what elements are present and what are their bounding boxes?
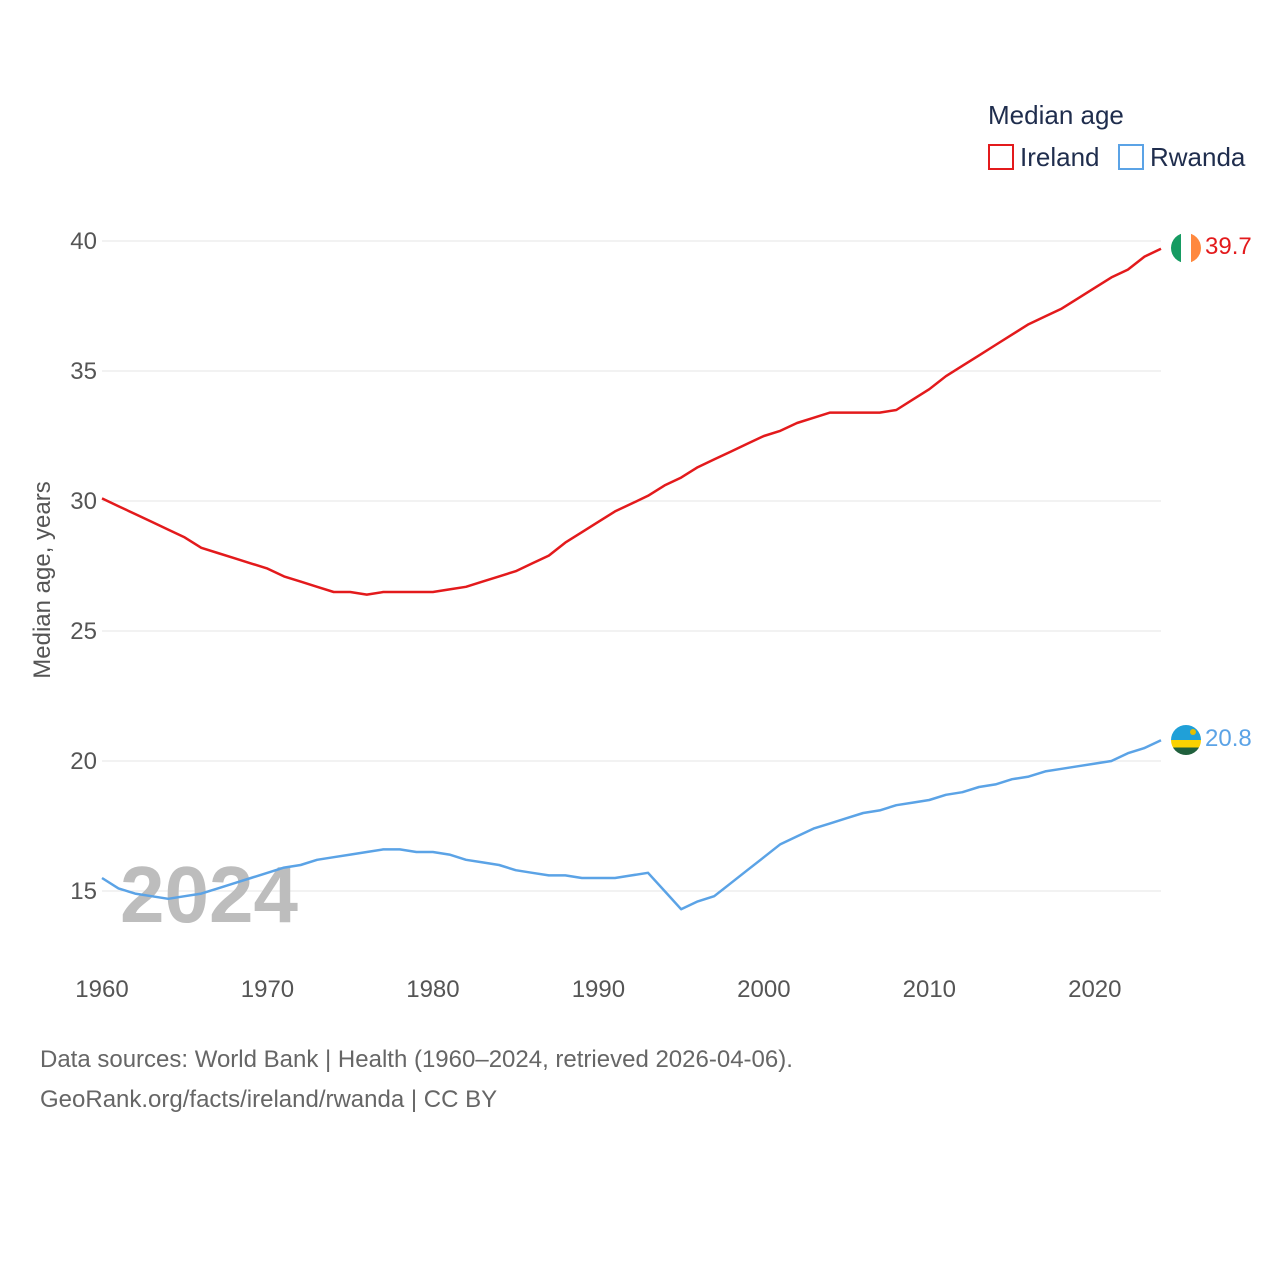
y-axis: 15 20 25 30 35 40 (70, 228, 97, 905)
end-value-label-rwanda: 20.8 (1205, 725, 1252, 752)
legend-swatch-ireland (988, 144, 1014, 170)
x-tick-label: 1970 (241, 976, 294, 1003)
x-tick-label: 2000 (737, 976, 790, 1003)
x-tick-label: 1960 (75, 976, 128, 1003)
y-tick-label: 40 (70, 228, 97, 255)
year-overlay: 2024 (120, 850, 298, 939)
y-tick-label: 35 (70, 358, 97, 385)
x-tick-label: 1980 (406, 976, 459, 1003)
y-tick-label: 25 (70, 618, 97, 645)
source-note: Data sources: World Bank | Health (1960–… (40, 1040, 793, 1120)
legend-label-rwanda: Rwanda (1150, 142, 1246, 172)
source-line-1: Data sources: World Bank | Health (1960–… (40, 1046, 793, 1073)
rwanda-flag-icon (1171, 725, 1201, 755)
series-lines (101, 247, 1162, 911)
source-line-2: GeoRank.org/facts/ireland/rwanda | CC BY (40, 1086, 498, 1113)
legend-swatch-rwanda (1118, 144, 1144, 170)
y-tick-label: 20 (70, 748, 97, 775)
x-tick-label: 1990 (572, 976, 625, 1003)
x-tick-label: 2020 (1068, 976, 1121, 1003)
legend-title: Median age (988, 100, 1124, 130)
ireland-flag-icon (1171, 233, 1201, 263)
series-line-rwanda (101, 739, 1162, 911)
legend: Median age Ireland Rwanda (988, 100, 1246, 172)
y-axis-title: Median age, years (29, 481, 56, 678)
end-value-label-ireland: 39.7 (1205, 233, 1252, 260)
series-line-ireland (101, 247, 1162, 596)
legend-label-ireland: Ireland (1020, 142, 1100, 172)
gridlines (102, 240, 1161, 892)
y-tick-label: 15 (70, 878, 97, 905)
y-tick-label: 30 (70, 488, 97, 515)
x-tick-label: 2010 (903, 976, 956, 1003)
x-axis: 1960 1970 1980 1990 2000 2010 2020 (75, 976, 1121, 1003)
